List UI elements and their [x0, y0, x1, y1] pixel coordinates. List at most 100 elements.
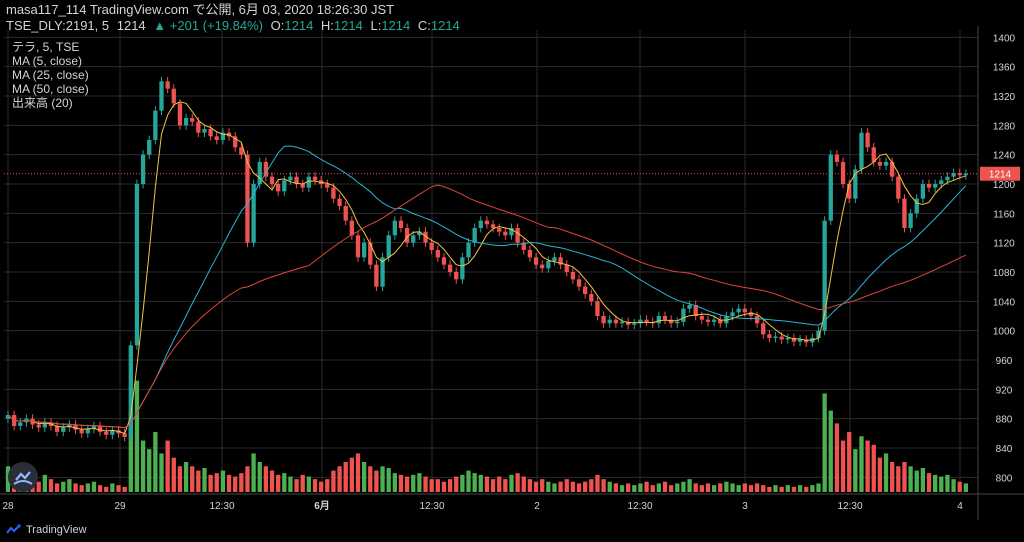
volume-bar: [644, 481, 649, 492]
volume-bar: [632, 485, 637, 492]
candle-body: [576, 279, 582, 287]
candle-body: [877, 162, 883, 166]
candle-body: [478, 220, 483, 228]
high-value: 1214: [333, 18, 363, 33]
volume-bar: [97, 485, 103, 492]
volume-bar: [306, 476, 312, 492]
ma5-line: [7, 101, 967, 435]
candle-body: [177, 103, 183, 126]
candle-body: [509, 228, 514, 236]
volume-bar: [890, 462, 895, 492]
y-tick-label: 1360: [993, 63, 1016, 74]
candle-body: [963, 173, 969, 176]
volume-bar: [282, 473, 287, 492]
volume-bar: [331, 470, 336, 492]
volume-bar: [724, 481, 729, 492]
candle-body: [263, 162, 269, 177]
volume-bar: [779, 486, 784, 492]
volume-bar: [920, 468, 926, 492]
candle-body: [220, 132, 226, 140]
volume-bar: [429, 479, 434, 492]
candle-body: [883, 162, 889, 166]
legend-item-ma50[interactable]: MA (50, close): [12, 82, 89, 96]
open-label: O:: [270, 18, 285, 33]
candle-body: [761, 323, 766, 335]
candle-body: [945, 176, 950, 181]
candle-body: [460, 257, 465, 280]
volume-bar: [183, 462, 189, 492]
volume-bar: [294, 479, 299, 492]
candle-body: [644, 319, 649, 322]
volume-bar: [202, 468, 207, 492]
legend-item-symbol[interactable]: テラ, 5, TSE: [12, 40, 80, 54]
volume-bar: [337, 466, 342, 492]
candle-body: [595, 301, 600, 316]
volume-bar: [521, 476, 526, 492]
volume-bar: [791, 486, 797, 492]
candle-body: [312, 176, 318, 181]
volume-bar: [939, 476, 944, 492]
legend-item-volume[interactable]: 出来高 (20): [12, 96, 73, 110]
volume-bar: [761, 485, 766, 492]
candle-body: [613, 319, 619, 324]
volume-bar: [718, 483, 723, 492]
volume-bar: [576, 483, 582, 492]
x-tick-label: 12:30: [209, 501, 234, 512]
x-tick-label: 3: [742, 501, 748, 512]
candle-body: [196, 121, 201, 133]
volume-bar: [257, 462, 262, 492]
x-tick-label: 28: [2, 501, 14, 512]
candle-body: [171, 88, 176, 104]
volume-bar: [239, 473, 244, 492]
legend-item-ma5[interactable]: MA (5, close): [12, 54, 83, 68]
volume-bar: [926, 473, 932, 492]
candle-body: [251, 184, 256, 243]
volume-bar: [85, 483, 90, 492]
x-tick-label: 2: [534, 501, 540, 512]
last-price-tag-label: 1214: [989, 170, 1012, 181]
candle-body: [374, 264, 379, 287]
candle-body: [662, 316, 668, 320]
tradingview-logo-button[interactable]: [8, 462, 38, 492]
volume-bar: [110, 483, 115, 492]
volume-bar: [153, 432, 158, 492]
tradingview-brand-icon: [6, 524, 21, 534]
candle-body: [36, 424, 41, 428]
y-tick-label: 1000: [993, 327, 1016, 338]
candle-body: [656, 316, 662, 324]
volume-bar: [834, 423, 840, 492]
candle-body: [214, 136, 219, 140]
volume-bar: [269, 470, 275, 492]
legend-item-ma25[interactable]: MA (25, close): [12, 68, 89, 82]
candle-body: [619, 321, 625, 324]
candle-body: [5, 415, 11, 419]
y-tick-label: 1040: [993, 297, 1016, 308]
candle-body: [693, 305, 698, 316]
candle-body: [454, 272, 459, 280]
candle-body: [300, 184, 305, 188]
symbol-label[interactable]: TSE_DLY:2191, 5: [6, 18, 110, 33]
volume-bar: [404, 476, 410, 492]
candle-body: [521, 242, 526, 250]
candle-body: [361, 242, 367, 258]
candle-body: [153, 110, 158, 140]
volume-bar: [128, 410, 133, 492]
volume-bar: [840, 440, 846, 492]
candle-body: [190, 118, 195, 122]
volume-bar: [5, 466, 11, 492]
candle-body: [276, 184, 281, 192]
candle-body: [147, 140, 152, 155]
volume-bar: [711, 485, 717, 492]
candle-body: [61, 427, 66, 432]
candle-body: [546, 261, 551, 269]
candle-body: [288, 176, 293, 181]
volume-bar: [116, 485, 121, 492]
candle-body: [668, 319, 674, 324]
volume-bar: [963, 483, 969, 492]
candle-body: [349, 220, 354, 236]
volume-bar: [165, 440, 170, 492]
candle-body: [85, 428, 90, 434]
candle-body: [91, 426, 97, 429]
volume-bar: [951, 479, 956, 492]
